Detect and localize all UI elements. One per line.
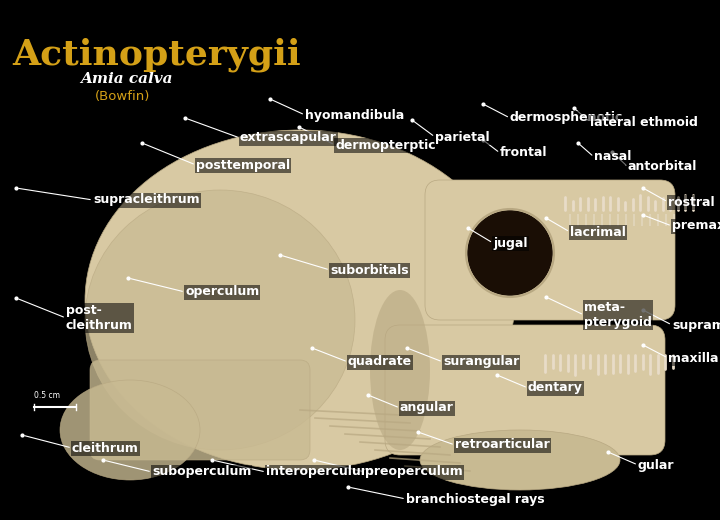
FancyBboxPatch shape [385,325,665,455]
Circle shape [468,211,552,295]
Text: Amia calva: Amia calva [80,72,173,86]
Text: antorbital: antorbital [628,161,698,174]
Ellipse shape [60,380,200,480]
Ellipse shape [85,190,355,450]
Ellipse shape [85,130,515,470]
Text: maxilla: maxilla [668,352,719,365]
Text: nasal: nasal [594,150,631,163]
Text: surangular: surangular [443,356,519,369]
Text: premaxilla: premaxilla [672,219,720,232]
Text: preoperculum: preoperculum [365,465,463,478]
Text: rostral: rostral [668,196,715,209]
Text: suboperculum: suboperculum [152,465,251,478]
Text: suborbitals: suborbitals [330,264,409,277]
Text: dermopterptic: dermopterptic [335,138,436,151]
Text: angular: angular [400,401,454,414]
Text: parietal: parietal [435,131,490,144]
Text: quadrate: quadrate [348,356,412,369]
FancyBboxPatch shape [90,360,310,460]
Text: posttemporal: posttemporal [196,159,290,172]
Text: lacrimal: lacrimal [570,226,626,239]
Text: retroarticular: retroarticular [455,438,550,451]
Text: cleithrum: cleithrum [72,441,139,454]
Text: dentary: dentary [528,382,583,395]
FancyBboxPatch shape [425,180,675,320]
Text: gular: gular [638,459,675,472]
Ellipse shape [370,290,430,450]
Text: jugal: jugal [493,237,528,250]
Text: Actinopterygii: Actinopterygii [12,38,301,72]
Text: 0.5 cm: 0.5 cm [34,391,60,400]
Text: hyomandibula: hyomandibula [305,109,404,122]
Text: frontal: frontal [500,147,547,160]
Text: supracleithrum: supracleithrum [93,193,199,206]
Text: post-
cleithrum: post- cleithrum [66,304,133,332]
Text: operculum: operculum [185,285,259,298]
Ellipse shape [420,430,620,490]
Text: dermosphenotic: dermosphenotic [510,111,624,124]
Text: extrascapular: extrascapular [240,132,337,145]
Text: (Bowfin): (Bowfin) [95,90,150,103]
Text: meta-
pterygoid: meta- pterygoid [584,301,652,329]
Text: lateral ethmoid: lateral ethmoid [590,115,698,128]
Text: interoperculum: interoperculum [266,465,374,478]
Text: supramaxilla: supramaxilla [672,318,720,332]
Text: branchiostegal rays: branchiostegal rays [406,492,544,505]
